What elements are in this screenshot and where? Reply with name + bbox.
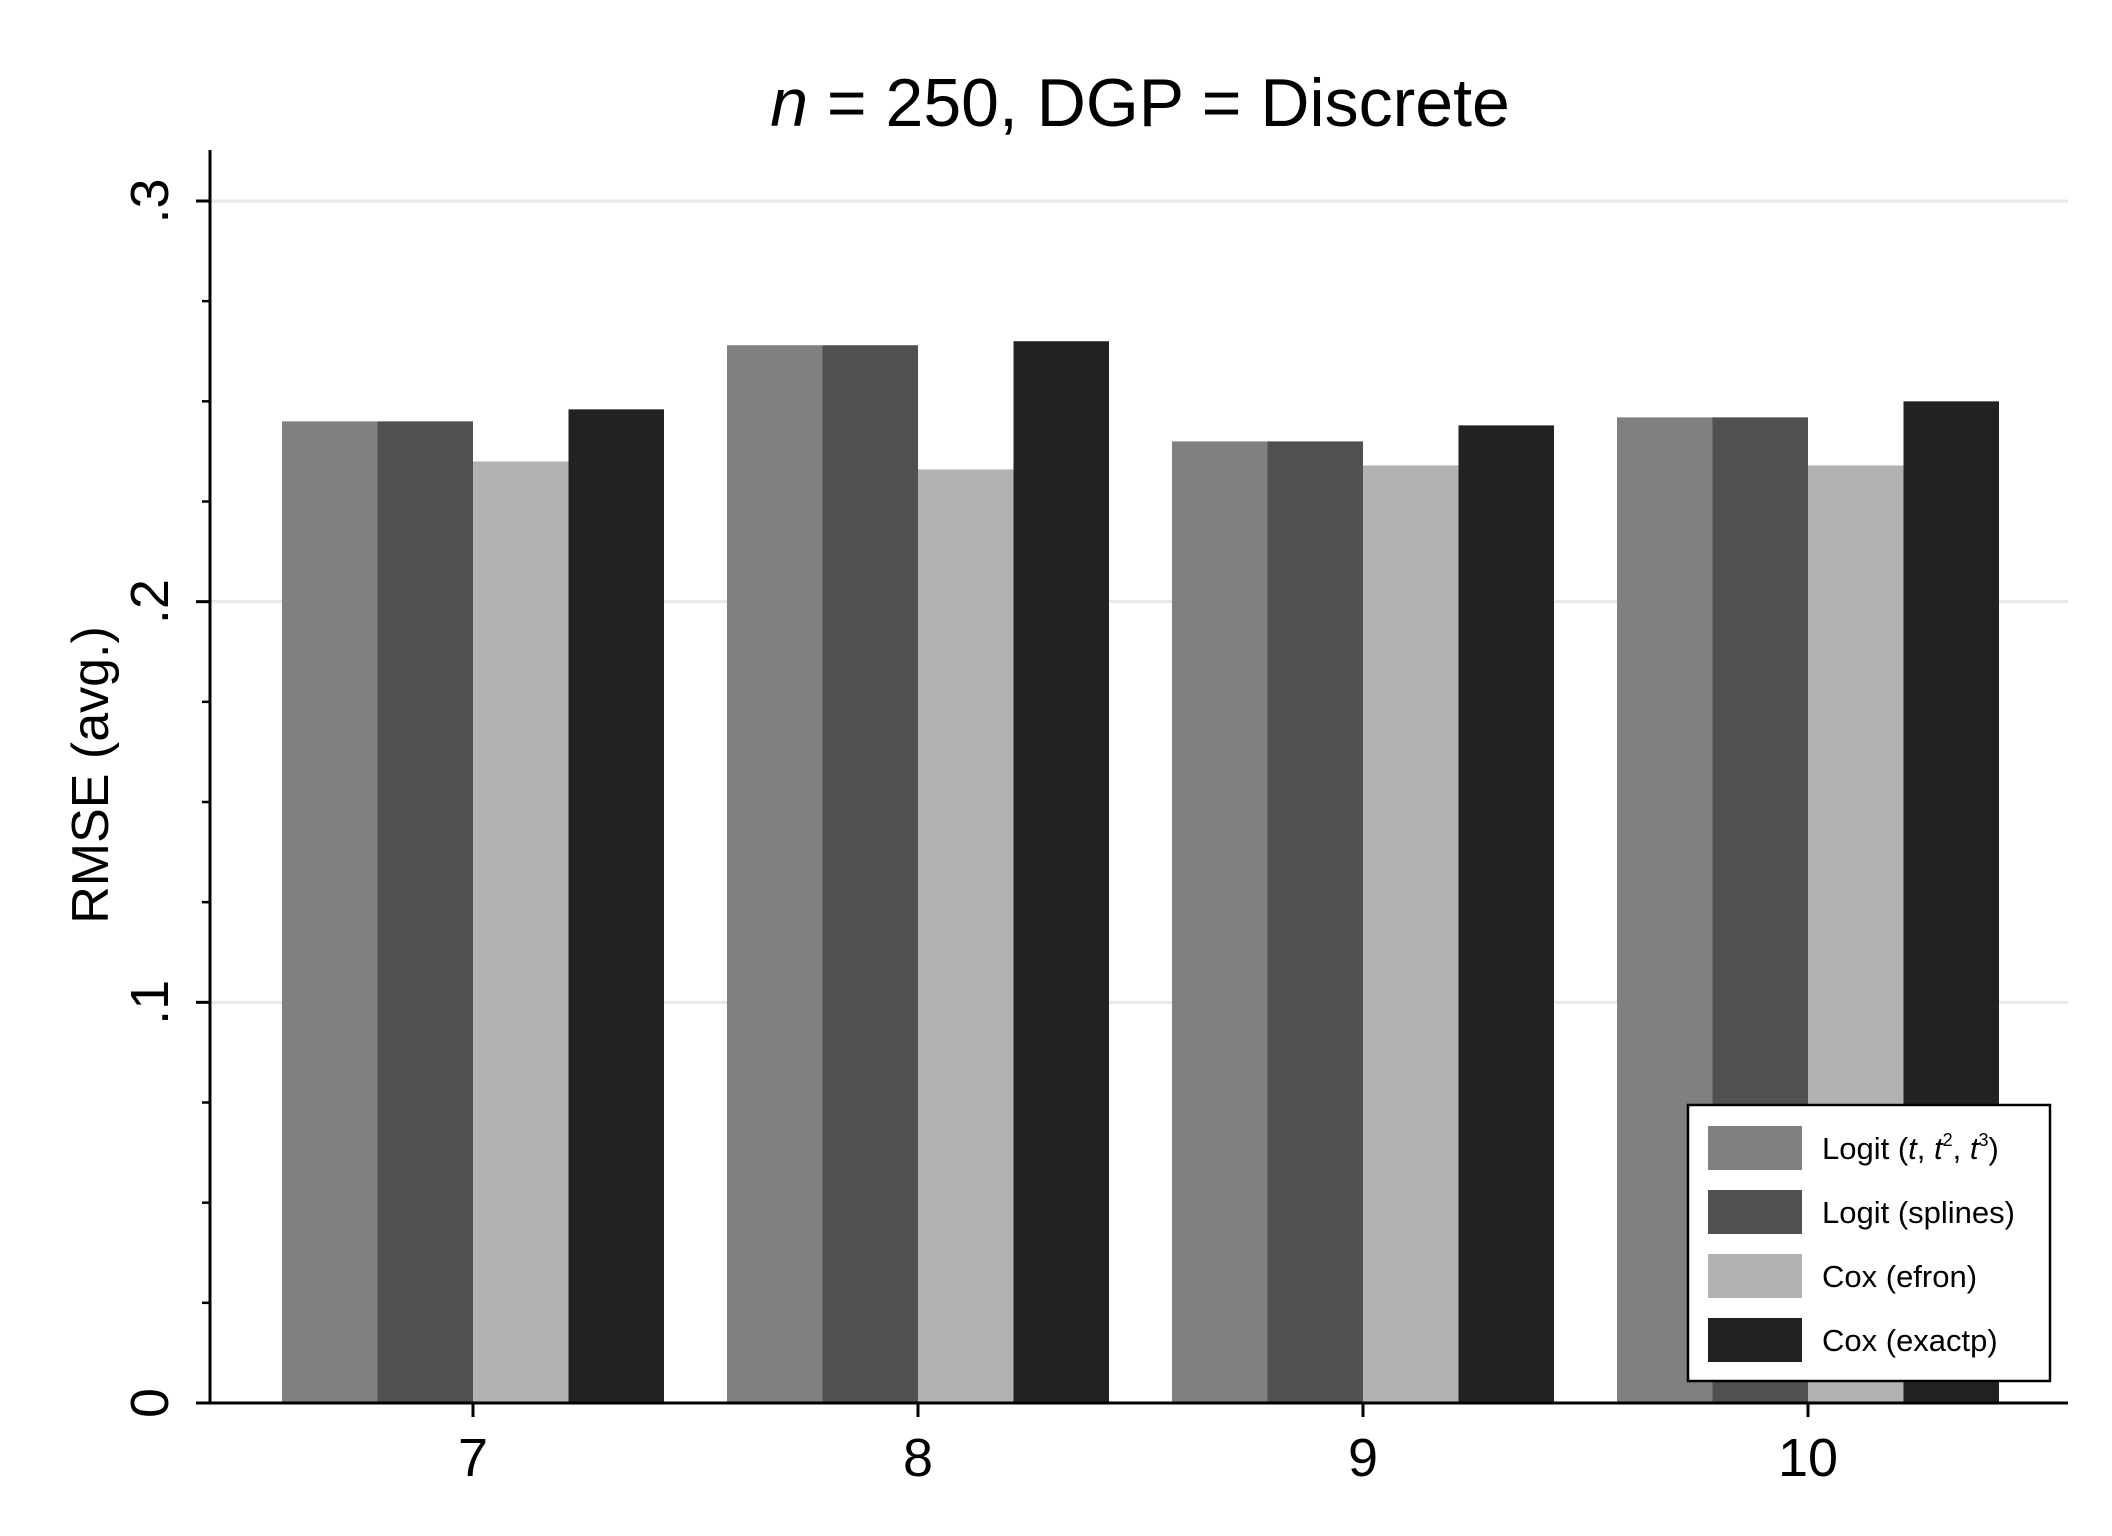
y-axis-ticks: 0 .1 .2 .3 <box>120 178 210 1418</box>
bar <box>568 409 664 1403</box>
y-tick-label: 0 <box>120 1388 180 1418</box>
x-axis-ticks: 7 8 9 10 <box>458 1403 1838 1488</box>
x-tick-label: 9 <box>1348 1428 1378 1488</box>
x-tick-label: 8 <box>903 1428 933 1488</box>
bar <box>473 461 569 1403</box>
legend-entry-label: Cox (exactp) <box>1822 1323 1998 1358</box>
legend-swatch <box>1708 1318 1802 1362</box>
legend: Logit (t, t2, t3)Logit (splines)Cox (efr… <box>1686 1103 2052 1383</box>
legend-text-part: Logit ( <box>1822 1131 1909 1166</box>
y-tick-label: .2 <box>120 579 180 624</box>
legend-entry-label: Logit (t, t2, t3) <box>1822 1130 1999 1166</box>
bar <box>1267 441 1363 1403</box>
legend-entry-label: Logit (splines) <box>1822 1195 2015 1230</box>
chart-title-italic: n <box>770 65 808 141</box>
legend-italic-t: t <box>1908 1131 1918 1166</box>
legend-superscript: 2 <box>1943 1130 1953 1150</box>
legend-italic-t: t <box>1970 1131 1980 1166</box>
bar <box>1363 465 1459 1403</box>
x-tick-label: 10 <box>1778 1428 1838 1488</box>
bar <box>822 345 918 1403</box>
y-tick-label: .3 <box>120 178 180 223</box>
bar <box>1013 341 1109 1403</box>
legend-text-part: ) <box>1989 1131 1999 1166</box>
bar <box>1172 441 1268 1403</box>
chart-title-rest: = 250, DGP = Discrete <box>808 65 1510 141</box>
legend-superscript: 3 <box>1979 1130 1989 1150</box>
bar <box>918 469 1014 1403</box>
bar <box>1458 425 1554 1404</box>
legend-text-part: , <box>1917 1131 1934 1166</box>
chart-title: n = 250, DGP = Discrete <box>770 65 1510 141</box>
y-tick-label: .1 <box>120 980 180 1025</box>
bar <box>377 421 473 1403</box>
legend-swatch <box>1708 1190 1802 1234</box>
legend-swatch <box>1708 1254 1802 1298</box>
legend-italic-t: t <box>1934 1131 1944 1166</box>
legend-swatch <box>1708 1126 1802 1170</box>
bar <box>727 345 823 1403</box>
legend-entry-label: Cox (efron) <box>1822 1259 1977 1294</box>
legend-text-part: , <box>1953 1131 1970 1166</box>
y-axis-label: RMSE (avg.) <box>62 626 120 924</box>
bar <box>282 421 378 1403</box>
x-tick-label: 7 <box>458 1428 488 1488</box>
